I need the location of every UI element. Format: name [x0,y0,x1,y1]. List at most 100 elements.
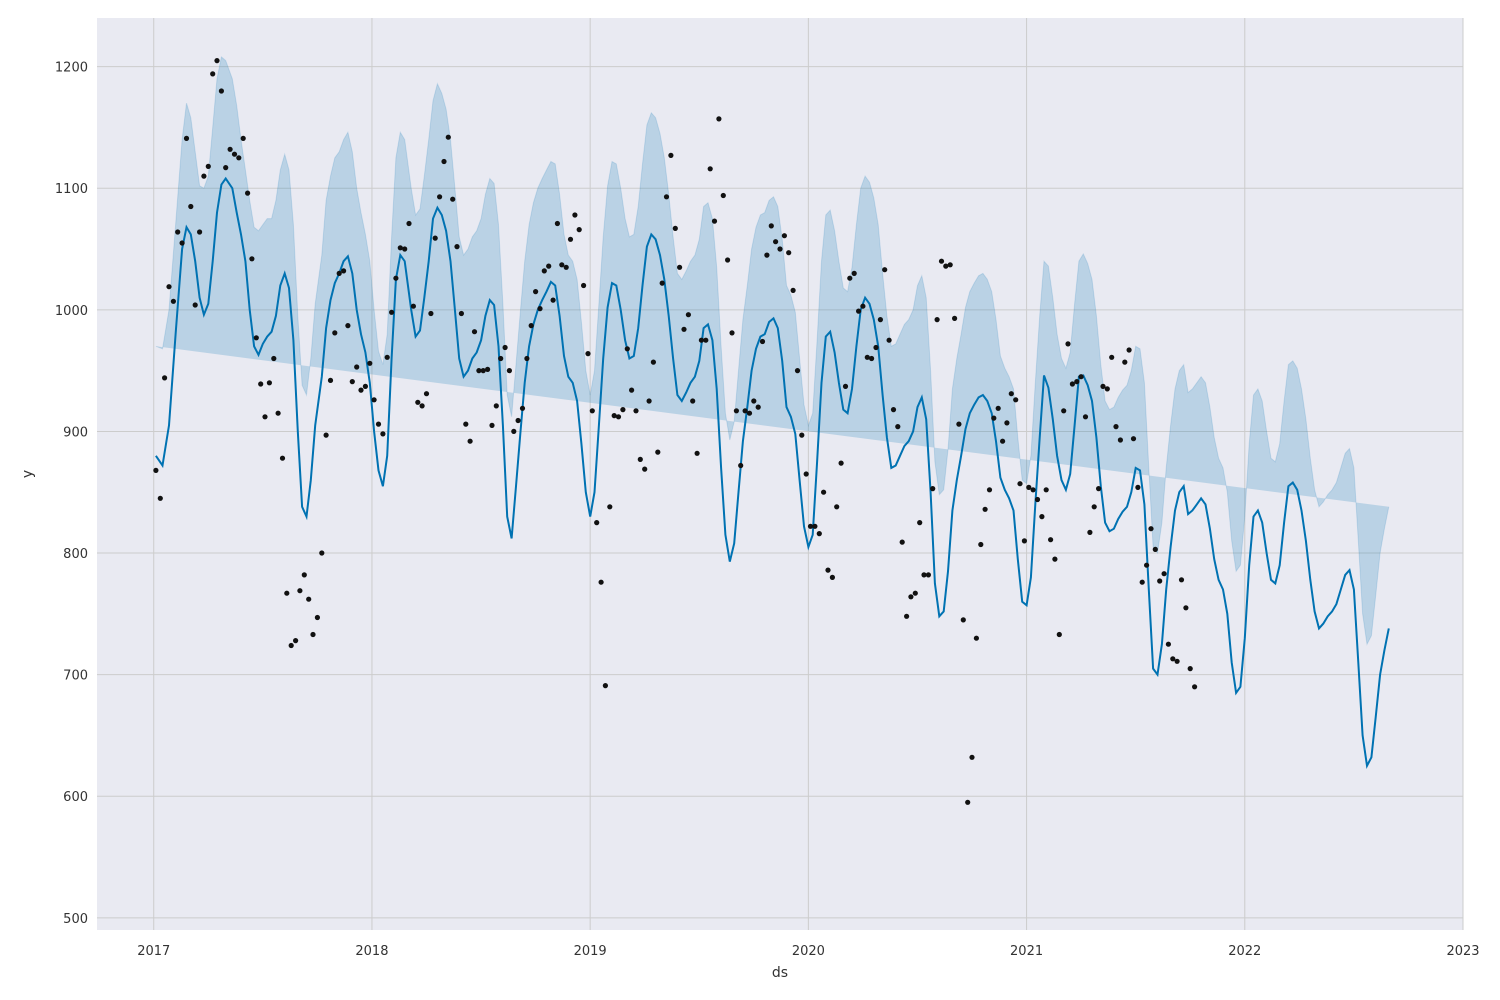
observed-point [450,196,456,202]
observed-point [611,413,617,419]
observed-point [345,323,351,329]
observed-point [703,337,709,343]
observed-point [838,460,844,466]
observed-point [973,635,980,641]
observed-point [406,220,412,227]
observed-point [1130,436,1137,442]
observed-point [1109,354,1115,360]
observed-point [886,337,892,343]
observed-point [1017,481,1023,487]
observed-point [1126,347,1132,353]
observed-point [319,550,325,556]
observed-point [1178,577,1185,583]
observed-point [432,235,438,241]
forecast-line [155,176,1390,770]
observed-point [1052,556,1058,562]
observed-point [607,504,613,510]
observed-point [755,404,761,410]
grid-lines [97,18,1464,930]
observed-point [685,312,692,318]
observed-point [341,268,347,274]
observed-point [240,135,246,141]
observed-point [1104,386,1110,392]
observed-point [738,462,744,469]
observed-point [454,244,460,250]
observed-point [629,387,635,393]
observed-point [803,471,809,477]
x-tick-label: 2021 [1010,944,1043,959]
observed-point [358,387,364,393]
observed-point [1069,381,1075,387]
observed-point [423,391,430,397]
observed-point [899,539,905,545]
observed-point [912,590,918,596]
observed-point [965,799,971,805]
observed-point [1000,438,1006,444]
observed-point [995,405,1001,411]
observed-point [297,588,303,594]
observed-point [336,270,342,276]
observed-point [541,268,547,274]
observed-point [306,596,312,602]
observed-point [825,567,831,573]
observed-point [895,424,901,430]
observed-point [576,227,582,233]
observed-point [1113,424,1119,430]
observed-point [441,158,447,165]
observed-point [1034,496,1041,503]
observed-point [563,264,569,270]
tick-labels: 2017 2018 2019 2020 2021 2022 2023 500 600 700 800… [55,61,1480,959]
x-tick-label: 2023 [1446,944,1479,959]
observed-point [528,323,534,329]
observed-points [153,58,1198,805]
observed-point [725,257,731,263]
observed-point [1157,578,1163,584]
observed-point [227,146,233,152]
observed-point [873,344,879,351]
observed-point [310,631,316,638]
observed-point [633,408,639,414]
y-axis-label: y [20,470,36,478]
observed-point [1135,484,1141,490]
observed-point [1056,631,1062,638]
observed-point [869,355,875,362]
observed-point [1013,397,1019,403]
observed-point [821,489,827,495]
observed-point [681,326,687,332]
observed-point [506,368,512,374]
observed-point [485,366,491,372]
observed-point [175,229,181,235]
observed-point [410,303,416,309]
observed-point [882,267,888,273]
observed-point [205,163,211,169]
observed-point [659,280,665,286]
observed-point [956,421,962,427]
observed-point [384,354,390,360]
observed-point [960,617,966,623]
observed-point [389,309,395,315]
observed-point [480,368,486,374]
y-tick-label: 700 [63,669,88,684]
observed-point [1117,437,1123,443]
observed-point [786,250,792,256]
observed-point [589,408,595,414]
observed-point [1078,374,1084,380]
x-axis-label: ds [772,965,788,981]
observed-point [380,431,386,437]
observed-point [947,262,953,268]
observed-point [925,572,932,578]
observed-point [1004,420,1010,426]
observed-point [668,152,674,158]
observed-point [572,212,578,218]
observed-point [1165,641,1171,647]
x-tick-label: 2018 [355,944,388,959]
observed-point [301,572,307,578]
observed-point [642,466,648,472]
y-tick-label: 800 [63,547,88,562]
observed-point [157,495,163,501]
observed-point [759,338,766,345]
observed-point [1100,383,1106,389]
observed-point [275,410,281,416]
observed-point [271,355,277,362]
observed-point [1048,537,1054,543]
